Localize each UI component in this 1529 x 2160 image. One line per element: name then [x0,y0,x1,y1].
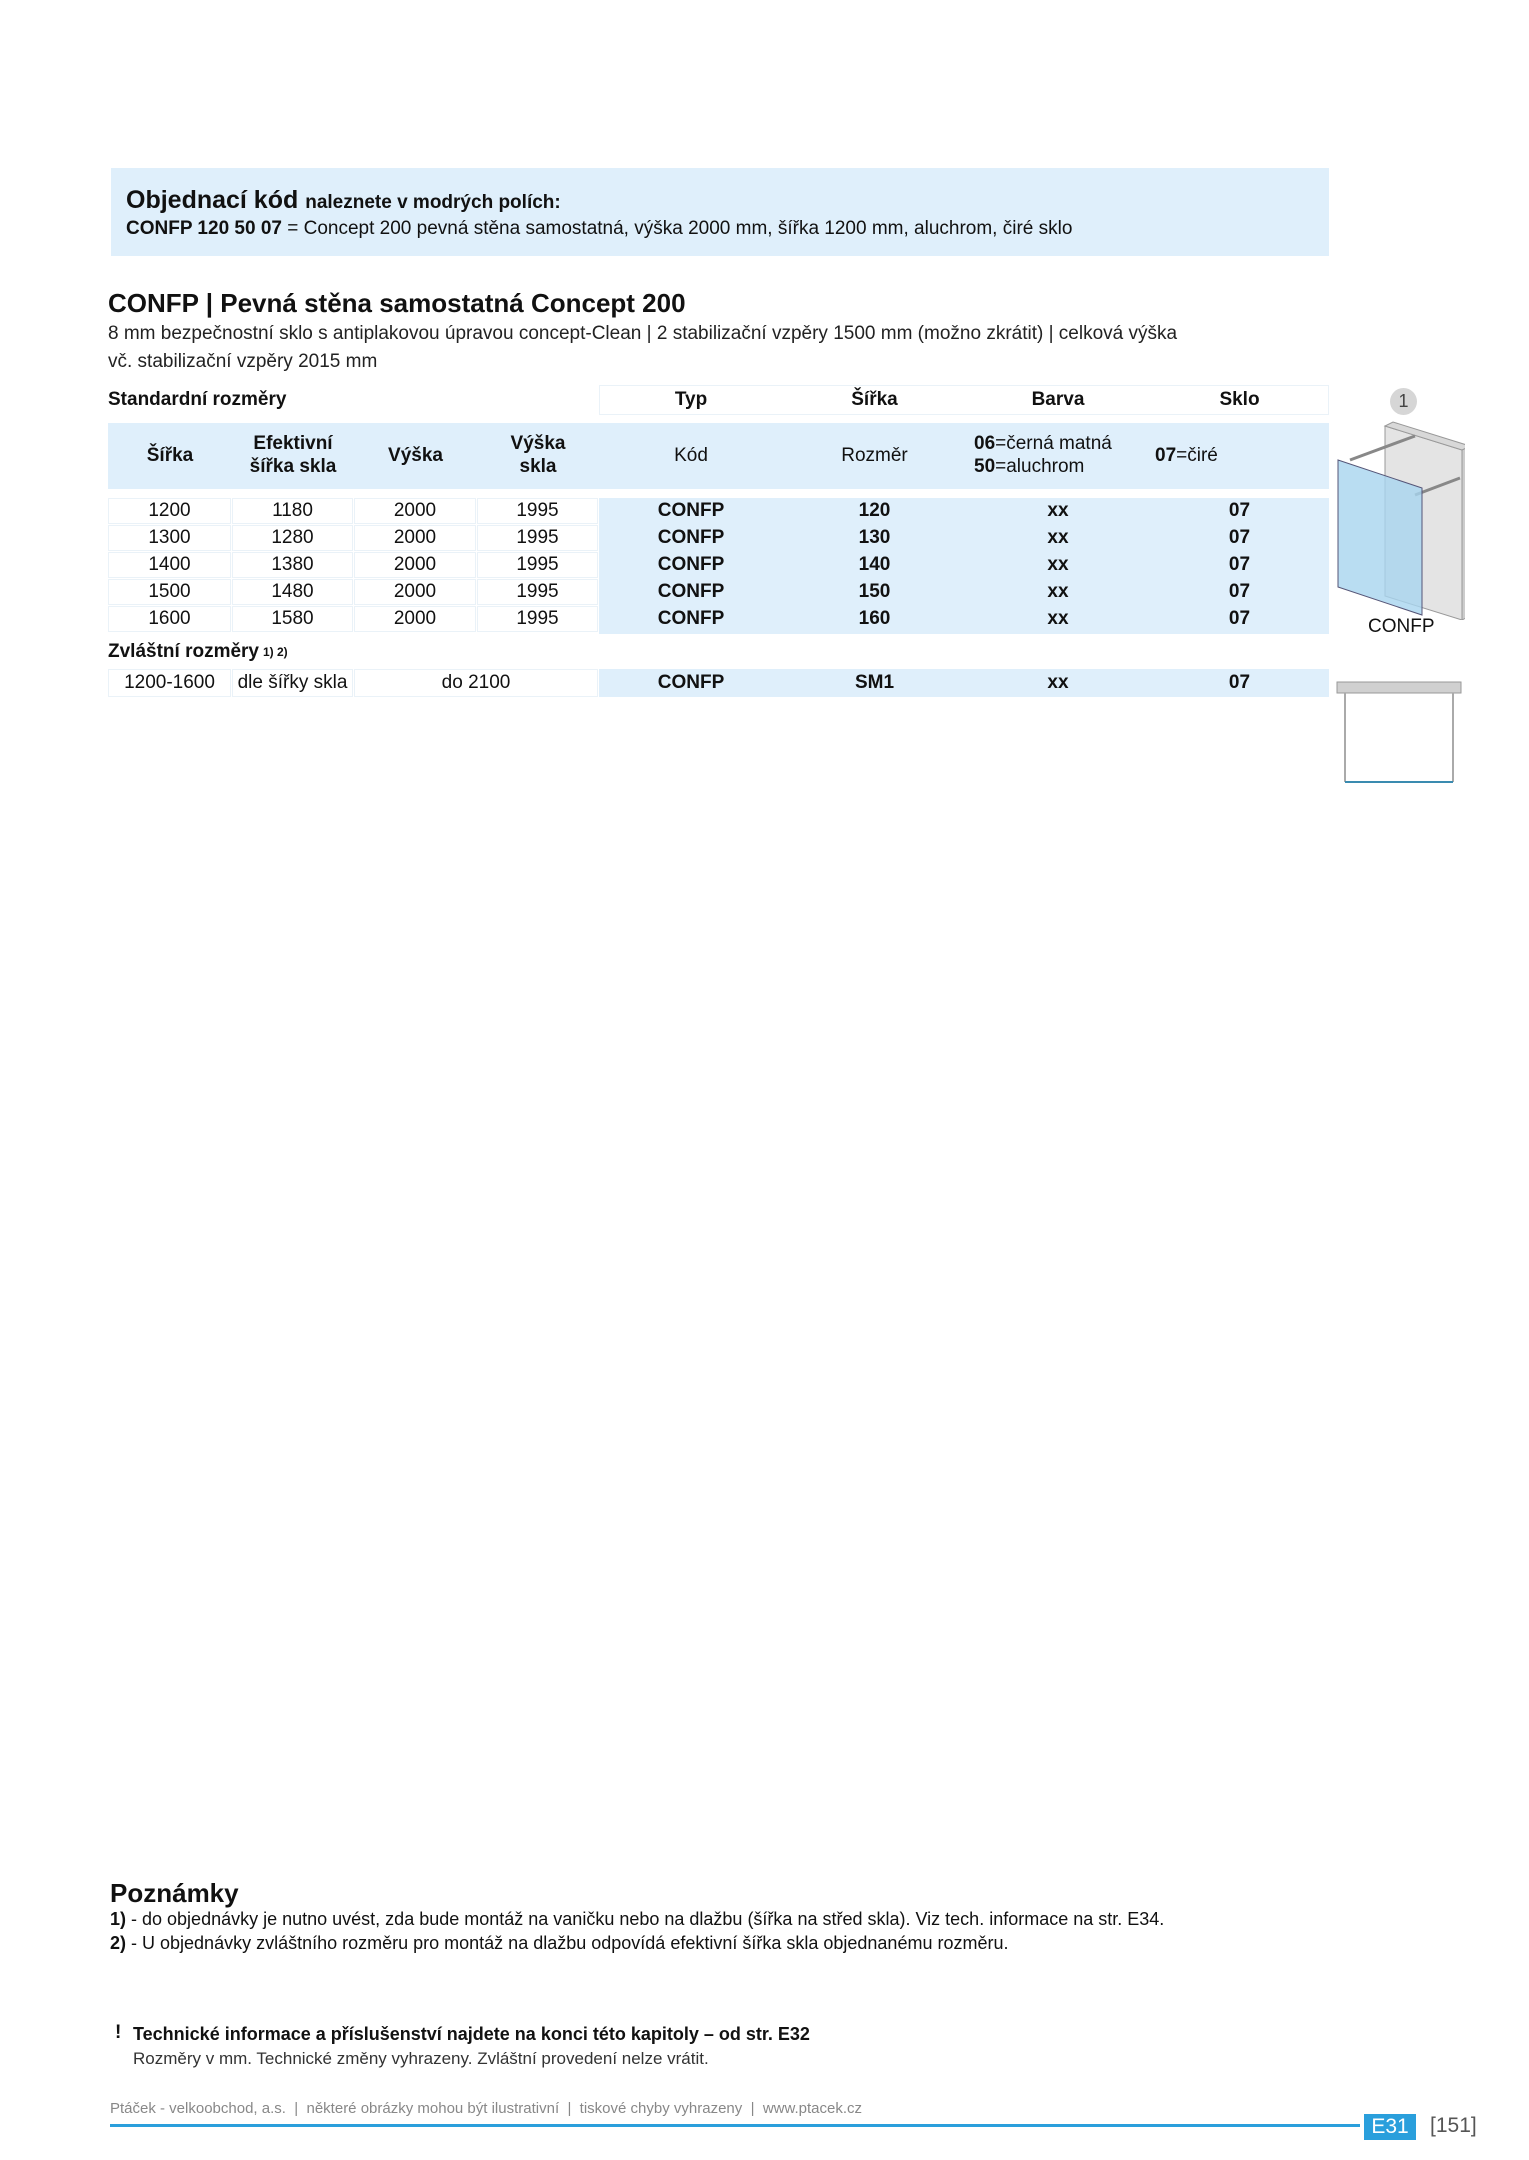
section-standard: Standardní rozměry [108,388,287,410]
code-cell: 07 [1228,581,1251,603]
section-special: Zvláštní rozměry 1) 2) [108,640,288,662]
group-header: Barva [1031,388,1085,410]
product-desc-2: vč. stabilizační vzpěry 2015 mm [108,351,378,372]
variant-badge: 1 [1390,388,1417,415]
code-cell: 07 [1228,608,1251,630]
group-header: Sklo [1219,388,1260,410]
table-cell: 1480 [232,579,353,605]
table-cell: 1200 [108,498,231,524]
table-cell: 1180 [232,498,353,524]
notes-heading: Poznámky [110,1878,239,1908]
table-cell: 1580 [232,606,353,632]
col-header: Výška [388,444,443,466]
table-cell: 1995 [477,498,598,524]
note-1: 1) - do objednávky je nutno uvést, zda b… [110,1909,1165,1929]
table-cell: 1995 [477,606,598,632]
table-cell: 1995 [477,525,598,551]
code-cell: CONFP [657,527,725,549]
code-cell: CONFP [657,554,725,576]
special-code-cell: SM1 [854,671,895,693]
code-cell: xx [1047,608,1069,630]
code-cell: xx [1047,581,1069,603]
code-cell: 130 [858,527,891,549]
col-header: Šířka [146,444,194,466]
table-cell: 2000 [354,579,476,605]
code-cell: 07 [1228,500,1251,522]
col-header: Efektivní šířka skla [249,433,337,477]
info-sub: Rozměry v mm. Technické změny vyhrazeny.… [133,2049,709,2068]
table-cell: 1995 [477,552,598,578]
footer-line [110,2124,1360,2127]
code-cell: 140 [858,554,891,576]
sklo-option: 07 =čiré [1155,444,1218,466]
code-header: Rozměr [841,444,908,466]
table-cell: 1500 [108,579,231,605]
info-title: Technické informace a příslušenství najd… [133,2024,810,2044]
code-cell: xx [1047,527,1069,549]
table-cell: 1400 [108,552,231,578]
group-header-row [599,385,1329,415]
plan-illustration [1336,681,1462,783]
order-heading-suffix: naleznete v modrých polích: [305,192,561,213]
code-cell: CONFP [657,608,725,630]
table-cell: 1380 [232,552,353,578]
special-cell: dle šířky skla [232,669,353,697]
example-code: CONFP 120 50 07 [126,218,282,239]
page-number: [151] [1430,2114,1477,2137]
code-band [599,498,1329,634]
note-2: 2) - U objednávky zvláštního rozměru pro… [110,1933,1009,1953]
table-cell: 1600 [108,606,231,632]
product-title: CONFP | Pevná stěna samostatná Concept 2… [108,288,686,318]
barva-options: 06=černá matná 50=aluchrom [974,433,1112,477]
code-cell: xx [1047,554,1069,576]
table-cell: 2000 [354,525,476,551]
code-cell: 120 [858,500,891,522]
col-header: Výška skla [510,433,566,477]
table-cell: 2000 [354,552,476,578]
code-cell: 160 [858,608,891,630]
code-cell: 07 [1228,527,1251,549]
special-code-cell: 07 [1228,671,1251,693]
example-text: = Concept 200 pevná stěna samostatná, vý… [281,218,1073,239]
code-cell: xx [1047,500,1069,522]
info-mark: ! [115,2022,122,2043]
code-header: Kód [674,444,708,466]
code-cell: CONFP [657,500,725,522]
order-heading: Objednací kód [126,186,299,214]
special-code-band [599,669,1329,697]
table-cell: 2000 [354,606,476,632]
table-cell: 2000 [354,498,476,524]
code-cell: 150 [858,581,891,603]
table-cell: 1300 [108,525,231,551]
order-code-box: Objednací kód naleznete v modrých polích… [111,168,1329,256]
product-desc-1: 8 mm bezpečnostní sklo s antiplakovou úp… [108,323,1178,344]
code-cell: CONFP [657,581,725,603]
section-badge: E31 [1364,2114,1416,2140]
group-header: Šířka [851,388,898,410]
footer-text: Ptáček - velkoobchod, a.s. | některé obr… [110,2100,863,2117]
illustration-caption: CONFP [1368,616,1435,637]
header-band [108,423,1329,489]
table-cell: 1995 [477,579,598,605]
table-cell: 1280 [232,525,353,551]
special-code-cell: xx [1047,671,1069,693]
special-cell: do 2100 [354,669,598,697]
group-header: Typ [674,388,708,410]
special-code-cell: CONFP [657,671,725,693]
panel-illustration [1337,421,1465,620]
special-cell: 1200-1600 [108,669,231,697]
code-cell: 07 [1228,554,1251,576]
